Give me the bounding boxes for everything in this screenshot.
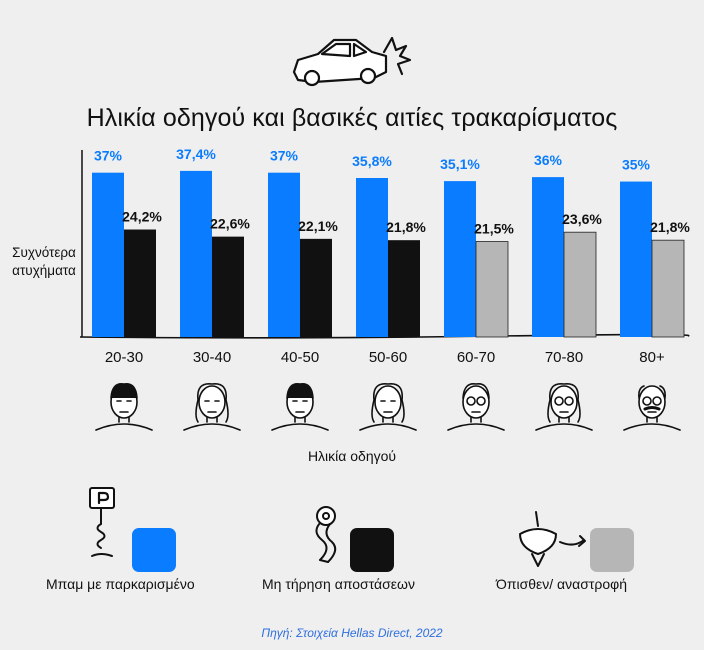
elderly-man-mustache-icon	[623, 385, 681, 431]
bar-series2-20-30	[124, 229, 156, 337]
bar-series2-70-80	[563, 231, 597, 338]
data-label-series1-50-60: 35,8%	[352, 153, 392, 169]
legend-label: Μπαμ με παρκαρισμένο	[46, 576, 195, 592]
measuring-tape-icon	[315, 506, 337, 563]
x-tick-label-40-50: 40-50	[281, 349, 319, 366]
x-tick-label-30-40: 30-40	[193, 349, 231, 366]
bar-series2-30-40	[212, 236, 244, 337]
x-tick-label-70-80: 70-80	[545, 349, 583, 366]
x-tick-label-20-30: 20-30	[105, 349, 143, 366]
older-man-glasses-icon	[447, 382, 505, 431]
source-note: Πηγή: Στοιχεία Hellas Direct, 2022	[261, 626, 443, 640]
x-tick-label-50-60: 50-60	[369, 349, 407, 366]
legend-swatch-black	[350, 528, 394, 572]
legend-swatch-blue	[132, 528, 176, 572]
bar-series2-80+	[651, 239, 685, 338]
y-axis-label: Συχνότερα ατυχήματα	[12, 245, 76, 278]
bar-series2-50-60	[388, 240, 420, 337]
data-label-series2-20-30: 24,2%	[122, 209, 162, 225]
bar-series2-40-50	[300, 238, 332, 337]
data-label-series2-60-70: 21,5%	[474, 221, 514, 237]
crashed-car-icon	[292, 36, 412, 87]
data-label-series2-80+: 21,8%	[650, 219, 690, 235]
chart-title: Ηλικία οδηγού και βασικές αιτίες τρακαρί…	[86, 104, 618, 132]
legend-item-reverse: Όπισθεν/ αναστροφή	[496, 482, 696, 602]
x-tick-label-80+: 80+	[639, 349, 665, 366]
data-label-series2-50-60: 21,8%	[386, 219, 426, 235]
young-woman-icon	[183, 383, 241, 431]
data-label-series1-60-70: 35,1%	[440, 156, 480, 172]
legend-item-distance: Μη τήρηση αποστάσεων	[262, 482, 462, 602]
x-axis-title: Ηλικία οδηγού	[307, 448, 397, 464]
x-tick-label-60-70: 60-70	[457, 349, 495, 366]
bar-series1-30-40	[180, 170, 212, 337]
data-label-series2-40-50: 22,1%	[298, 218, 338, 234]
data-label-series1-80+: 35%	[622, 157, 651, 173]
legend-swatch-gray	[590, 528, 634, 572]
bar-series2-60-70	[475, 241, 509, 338]
older-woman-glasses-icon	[535, 383, 593, 431]
legend-label: Μη τήρηση αποστάσεων	[262, 576, 415, 592]
young-man-icon	[95, 382, 153, 431]
spinning-top-icon	[519, 511, 586, 567]
bar-series1-70-80	[532, 177, 564, 337]
bar-series1-20-30	[92, 172, 124, 337]
data-label-series1-30-40: 37,4%	[176, 146, 216, 162]
data-label-series1-70-80: 36%	[534, 152, 563, 168]
middle-aged-woman-icon	[359, 383, 417, 431]
data-label-series1-40-50: 37%	[270, 148, 299, 164]
data-label-series2-30-40: 22,6%	[210, 216, 250, 232]
data-label-series2-70-80: 23,6%	[562, 211, 602, 227]
middle-aged-man-icon	[271, 382, 329, 431]
bar-series1-50-60	[356, 178, 388, 337]
bar-series1-60-70	[444, 181, 476, 337]
legend-label: Όπισθεν/ αναστροφή	[496, 576, 628, 592]
bar-series1-40-50	[268, 172, 300, 337]
data-label-series1-20-30: 37%	[94, 148, 123, 164]
parking-sign-icon	[89, 487, 115, 557]
bar-series1-80+	[620, 181, 652, 337]
legend-item-parking: Μπαμ με παρκαρισμένο	[46, 482, 246, 602]
